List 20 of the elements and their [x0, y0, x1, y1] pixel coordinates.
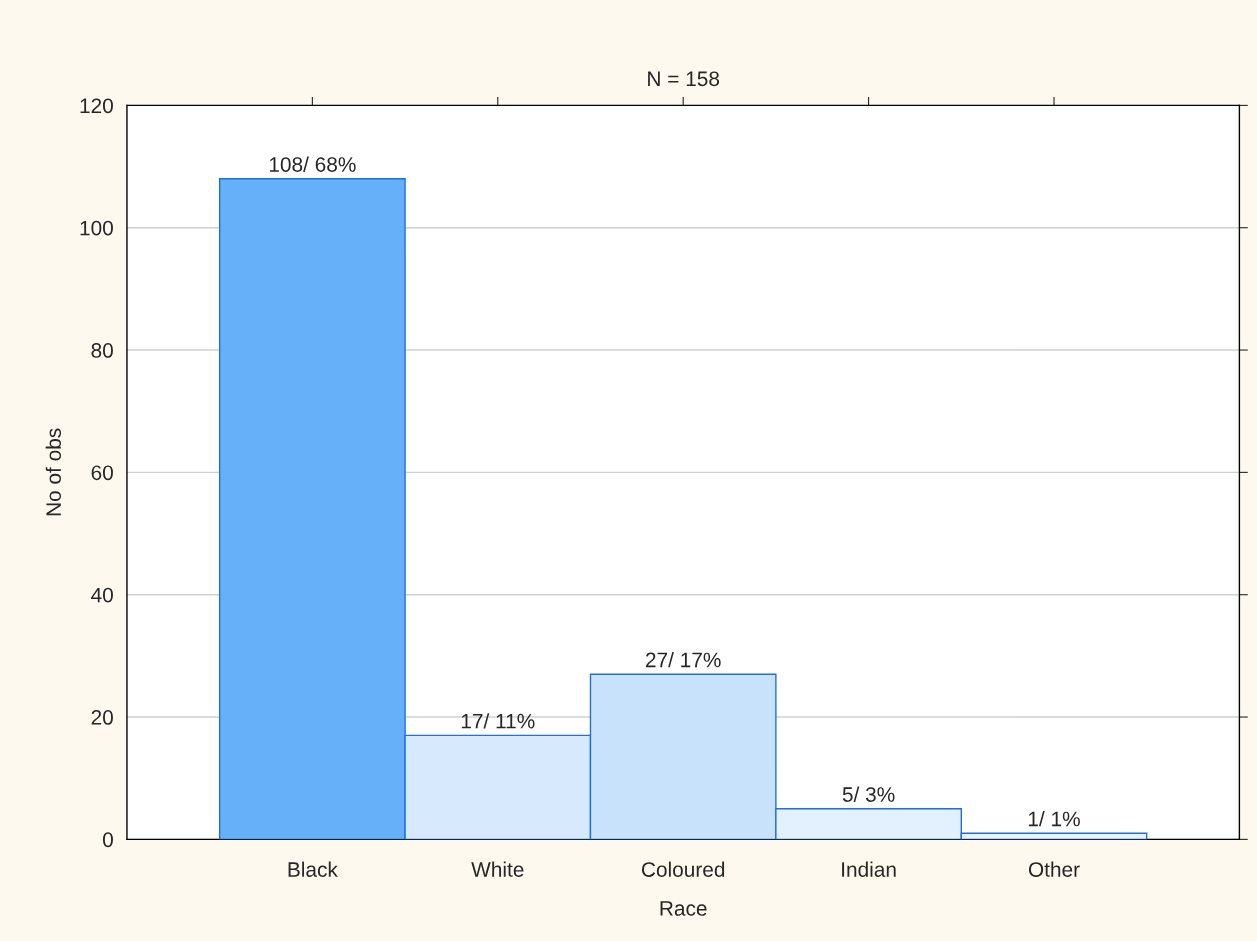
y-tick-label: 80	[91, 343, 113, 358]
y-tick-label: 100	[80, 220, 113, 236]
x-tick-label: Indian	[842, 861, 896, 877]
y-tick-label: 0	[102, 832, 113, 848]
chart-title: N = 158	[648, 71, 720, 87]
x-tick-label: Coloured	[641, 861, 725, 877]
x-tick-label: Black	[288, 861, 338, 877]
data-label: 1/ 1%	[1028, 811, 1080, 827]
data-label: 17/ 11%	[461, 713, 535, 729]
data-label: 108/ 68%	[269, 156, 356, 172]
x-tick-label: Other	[1028, 861, 1080, 877]
y-tick-label: 120	[80, 98, 113, 114]
y-tick-label: 60	[91, 465, 113, 481]
y-axis-title: No of obs	[45, 428, 61, 516]
y-tick-label: 40	[91, 587, 113, 603]
x-tick-label: White	[471, 861, 524, 877]
x-axis-title: Race	[660, 901, 707, 916]
y-tick-label: 20	[91, 710, 113, 725]
data-label: 5/ 3%	[842, 786, 895, 802]
data-label: 27/ 17%	[646, 652, 721, 668]
